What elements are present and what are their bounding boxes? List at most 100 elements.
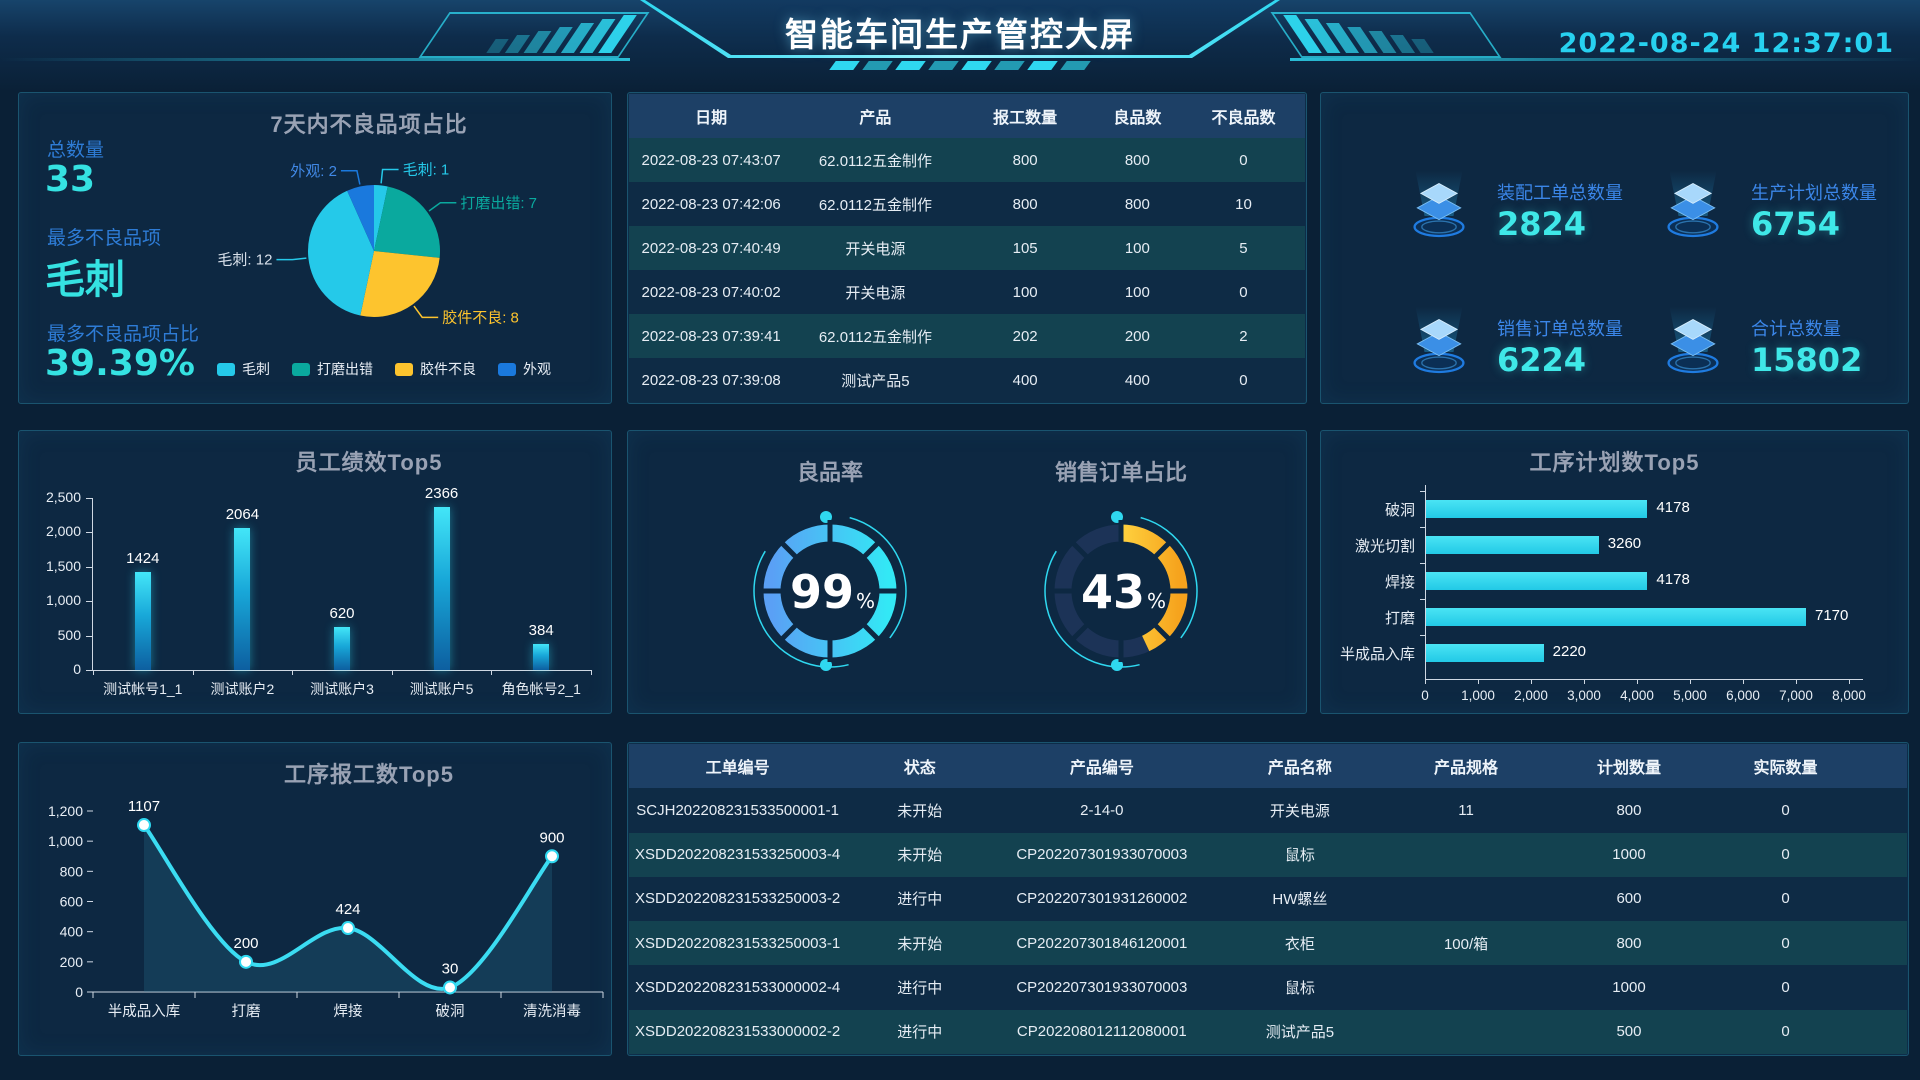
x-tick-label: 6,000 — [1726, 688, 1760, 703]
table-row: XSDD202208231533250003-2 进行中 CP20220730193… — [629, 876, 1907, 922]
header-decoration-right — [1270, 12, 1502, 58]
legend-item[interactable]: 胶件不良 — [395, 359, 476, 379]
layers-icon — [1413, 170, 1465, 238]
kpi-value-top-defect-ratio: 39.39% — [45, 343, 195, 384]
layers-icon — [1667, 170, 1719, 238]
panel-gauges: 良品率 销售订单占比 99% 43% — [627, 430, 1307, 714]
bar — [134, 572, 151, 670]
process-report-line-chart: 0 200 400 600 800 1,000 1,200 1107 半成品入库 200 打磨 424… — [48, 801, 604, 1020]
pie-label-line — [380, 168, 399, 184]
table-cell: 开关电源 — [1269, 802, 1330, 820]
gauge-value-text: 99% — [790, 565, 875, 619]
table-cell: 未开始 — [897, 935, 943, 953]
layer-diamond-upper — [1673, 318, 1713, 340]
table-cell: 100 — [1012, 283, 1038, 301]
pie-slice — [360, 251, 440, 317]
banner-dash — [1060, 61, 1091, 70]
point-value-label: 30 — [442, 960, 459, 977]
stat-value: 15802 — [1751, 341, 1863, 379]
column-header: 产品 — [859, 110, 892, 127]
pie-label: 外观: 2 — [290, 163, 337, 180]
line-area-fill — [144, 825, 552, 992]
table-row: 2022-08-23 07:43:07 62.0112五金制作 800 800 0 — [629, 138, 1305, 182]
y-tick-label: 400 — [60, 924, 84, 940]
y-tick-label: 1,200 — [48, 803, 83, 819]
y-category-label: 焊接 — [1384, 574, 1415, 591]
panel-defect-ratio: 7天内不良品项占比 总数量 33 最多不良品项 毛刺 最多不良品项占比 39.3… — [18, 92, 612, 404]
panel-report-table: 日期 产品 报工数量 良品数 不良品数 2022-08-23 07:43:07 62.011… — [627, 92, 1307, 404]
bar — [1426, 608, 1806, 626]
y-category-label: 激光切割 — [1354, 538, 1415, 555]
employee-bar-chart: 0 500 1,000 1,500 2,000 2,500 1424 测试帐号1_1 2064 测… — [29, 485, 601, 706]
table-cell: CP202207301933070003 — [1016, 846, 1188, 864]
legend-swatch — [498, 362, 516, 376]
process-plan-bar-chart: 4178 破洞 3260 激光切割 4178 焊接 7170 打磨 2220 半成品入库 0 1,00… — [1331, 479, 1898, 705]
banner-dash — [1027, 61, 1058, 70]
table-cell: 0 — [1239, 283, 1248, 301]
legend-item[interactable]: 外观 — [498, 359, 551, 379]
y-axis-line — [1425, 485, 1426, 679]
table-header-row: 日期 产品 报工数量 良品数 不良品数 — [629, 94, 1305, 138]
point-value-label: 1107 — [128, 801, 160, 815]
x-tick — [1796, 679, 1797, 684]
panel-process-report-top5: 工序报工数Top5 0 200 400 600 800 1,000 1,200 1107 半成品… — [18, 742, 612, 1056]
table-cell: 开关电源 — [845, 240, 906, 258]
table-cell: 800 — [1616, 801, 1642, 819]
layer-diamond-upper — [1673, 182, 1713, 204]
x-tick — [93, 670, 94, 675]
legend-item[interactable]: 毛刺 — [217, 359, 270, 379]
table-cell: XSDD202208231533250003-4 — [635, 846, 841, 864]
x-tick-label: 1,000 — [1461, 688, 1495, 703]
y-category-label: 破洞 — [1384, 502, 1415, 519]
bar-value-label: 384 — [528, 621, 554, 639]
table-cell: 2022-08-23 07:42:06 — [641, 195, 781, 213]
table-cell: 100/箱 — [1443, 935, 1489, 953]
table-row: SCJH202208231533500001-1 未开始 2-14-0 开关电源 11 8… — [629, 788, 1907, 833]
bar — [533, 643, 550, 670]
x-tick — [1743, 679, 1744, 684]
stat-label: 销售订单总数量 — [1497, 319, 1623, 339]
wing-stripes — [1283, 15, 1476, 53]
stat-value: 6224 — [1497, 341, 1587, 379]
data-point — [341, 921, 355, 936]
table-cell: XSDD202208231533000002-4 — [635, 979, 841, 997]
table-cell: 2022-08-23 07:39:41 — [641, 327, 781, 345]
y-tick-label: 1,000 — [48, 833, 83, 849]
table-cell: 100 — [1124, 239, 1150, 257]
work-order-table: 工单编号 状态 产品编号 产品名称 产品规格 计划数量 实际数量 SCJH2022082315… — [629, 744, 1907, 1054]
y-tick — [1420, 635, 1425, 636]
x-axis-line — [92, 670, 591, 671]
table-cell: 进行中 — [897, 980, 943, 998]
table-cell: 62.0112五金制作 — [818, 196, 932, 214]
x-tick-label: 3,000 — [1567, 688, 1601, 703]
table-cell: 0 — [1781, 1023, 1790, 1041]
table-cell: 5 — [1239, 239, 1248, 257]
gauge-segment-gap — [1069, 621, 1091, 643]
bar — [334, 627, 350, 670]
legend-item[interactable]: 打磨出错 — [292, 359, 373, 379]
table-cell: 进行中 — [897, 1024, 943, 1042]
bar-value-label: 1424 — [126, 550, 160, 568]
legend-swatch — [292, 362, 310, 376]
x-tick — [1531, 679, 1532, 684]
pie-slice — [374, 186, 440, 258]
wing-stripes — [444, 15, 637, 53]
layer-diamond-upper — [1419, 318, 1459, 340]
y-tick — [1420, 599, 1425, 600]
bar — [234, 527, 251, 670]
y-tick-label: 600 — [60, 894, 84, 910]
banner-dash — [994, 61, 1025, 70]
base-disc-inner — [1421, 356, 1457, 370]
x-tick — [1584, 679, 1585, 684]
legend-swatch — [395, 362, 413, 376]
data-point — [137, 818, 151, 833]
table-row: XSDD202208231533250003-1 未开始 CP20220730184… — [629, 921, 1907, 966]
panel-work-order-table: 工单编号 状态 产品编号 产品名称 产品规格 计划数量 实际数量 SCJH2022082315… — [627, 742, 1909, 1056]
kpi-value-total: 33 — [45, 159, 96, 200]
table-cell: XSDD202208231533250003-2 — [635, 890, 841, 908]
table-cell: 800 — [1124, 151, 1150, 169]
y-tick-label: 2,000 — [45, 523, 81, 540]
x-tick — [1849, 679, 1850, 684]
kpi-label-total: 总数量 — [47, 140, 105, 161]
table-cell: 62.0112五金制作 — [818, 152, 932, 170]
